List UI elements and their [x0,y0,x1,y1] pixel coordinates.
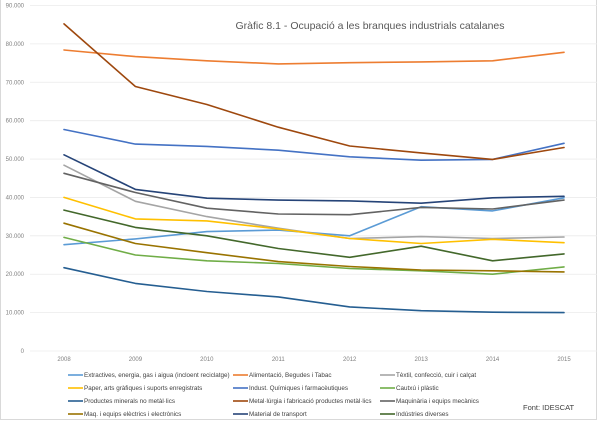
y-tick-label: 10.000 [6,311,25,317]
series-7 [63,266,565,314]
series-11 [63,154,565,204]
series-line [63,196,565,245]
series-2 [63,49,565,65]
x-tick-label: 2015 [557,357,571,363]
x-tick-label: 2010 [200,357,214,363]
legend-item: Maquinària i equips mecànics [380,398,479,405]
series-line [63,49,565,65]
series-line [63,209,565,262]
y-tick-label: 0 [21,349,25,355]
legend-label: Indust. Químiques i farmacèutiques [249,385,348,392]
x-tick-label: 2013 [414,357,428,363]
series-9 [63,172,565,216]
series-8 [63,23,565,161]
y-tick-label: 40.000 [6,195,25,201]
legend-item: Tèxtil, confecció, cuir i calçat [380,372,476,379]
series-line [63,236,565,276]
series-6 [63,236,565,276]
legend-label: Indústries diverses [396,411,449,418]
series-lines [63,23,565,314]
legend-item: Metal·lúrgia i fabricació productes metà… [233,398,372,405]
y-tick-label: 90.000 [6,4,25,10]
x-tick-label: 2011 [272,357,286,363]
series-10 [63,222,565,273]
y-tick-label: 70.000 [6,80,25,86]
legend-item: Indust. Químiques i farmacèutiques [233,385,348,392]
legend-label: Productes minerals no metàl·lics [84,398,175,405]
legend: Extractives, energia, gas i aigua (inclo… [68,372,479,418]
x-tick-label: 2014 [486,357,500,363]
y-axis-tick-labels: 0 10.000 20.000 30.000 40.000 50.000 60.000 70.… [6,4,25,356]
series-line [63,23,565,161]
y-tick-label: 30.000 [6,234,25,240]
y-tick-label: 50.000 [6,157,25,163]
y-tick-label: 20.000 [6,272,25,278]
series-4 [63,196,565,245]
legend-label: Tèxtil, confecció, cuir i calçat [396,372,476,379]
x-axis-tick-labels: 2008 2009 2010 2011 2012 2013 2014 2015 [57,357,571,363]
legend-label: Material de transport [249,411,307,418]
gridlines [30,5,597,352]
legend-label: Extractives, energia, gas i aigua (inclo… [84,372,230,379]
legend-item: Indústries diverses [380,411,449,418]
legend-item: Extractives, energia, gas i aigua (inclo… [68,372,230,379]
legend-item: Material de transport [233,411,307,418]
series-12 [63,209,565,262]
x-tick-label: 2008 [57,357,71,363]
legend-item: Paper, arts gràfiques i suports enregist… [68,385,202,392]
legend-item: Cautxú i plàstic [380,385,439,392]
series-line [63,266,565,314]
series-line [63,172,565,216]
legend-label: Metal·lúrgia i fabricació productes metà… [249,398,372,405]
x-tick-label: 2009 [129,357,143,363]
y-tick-label: 80.000 [6,42,25,48]
y-tick-label: 60.000 [6,119,25,125]
legend-label: Cautxú i plàstic [396,385,439,392]
source-note: Font: IDESCAT [523,403,575,412]
series-5 [63,128,565,161]
series-line [63,222,565,273]
legend-item: Alimentació, Begudes i Tabac [233,372,332,379]
legend-label: Paper, arts gràfiques i suports enregist… [84,385,202,392]
legend-item: Maq. i equips elèctrics i electrònics [68,411,181,418]
series-line [63,128,565,161]
series-line [63,154,565,204]
legend-item: Productes minerals no metàl·lics [68,398,175,405]
legend-label: Alimentació, Begudes i Tabac [249,372,332,379]
chart-title: Gràfic 8.1 - Ocupació a les branques ind… [235,20,504,32]
legend-label: Maq. i equips elèctrics i electrònics [84,411,181,418]
legend-label: Maquinària i equips mecànics [396,398,479,405]
x-tick-label: 2012 [343,357,357,363]
